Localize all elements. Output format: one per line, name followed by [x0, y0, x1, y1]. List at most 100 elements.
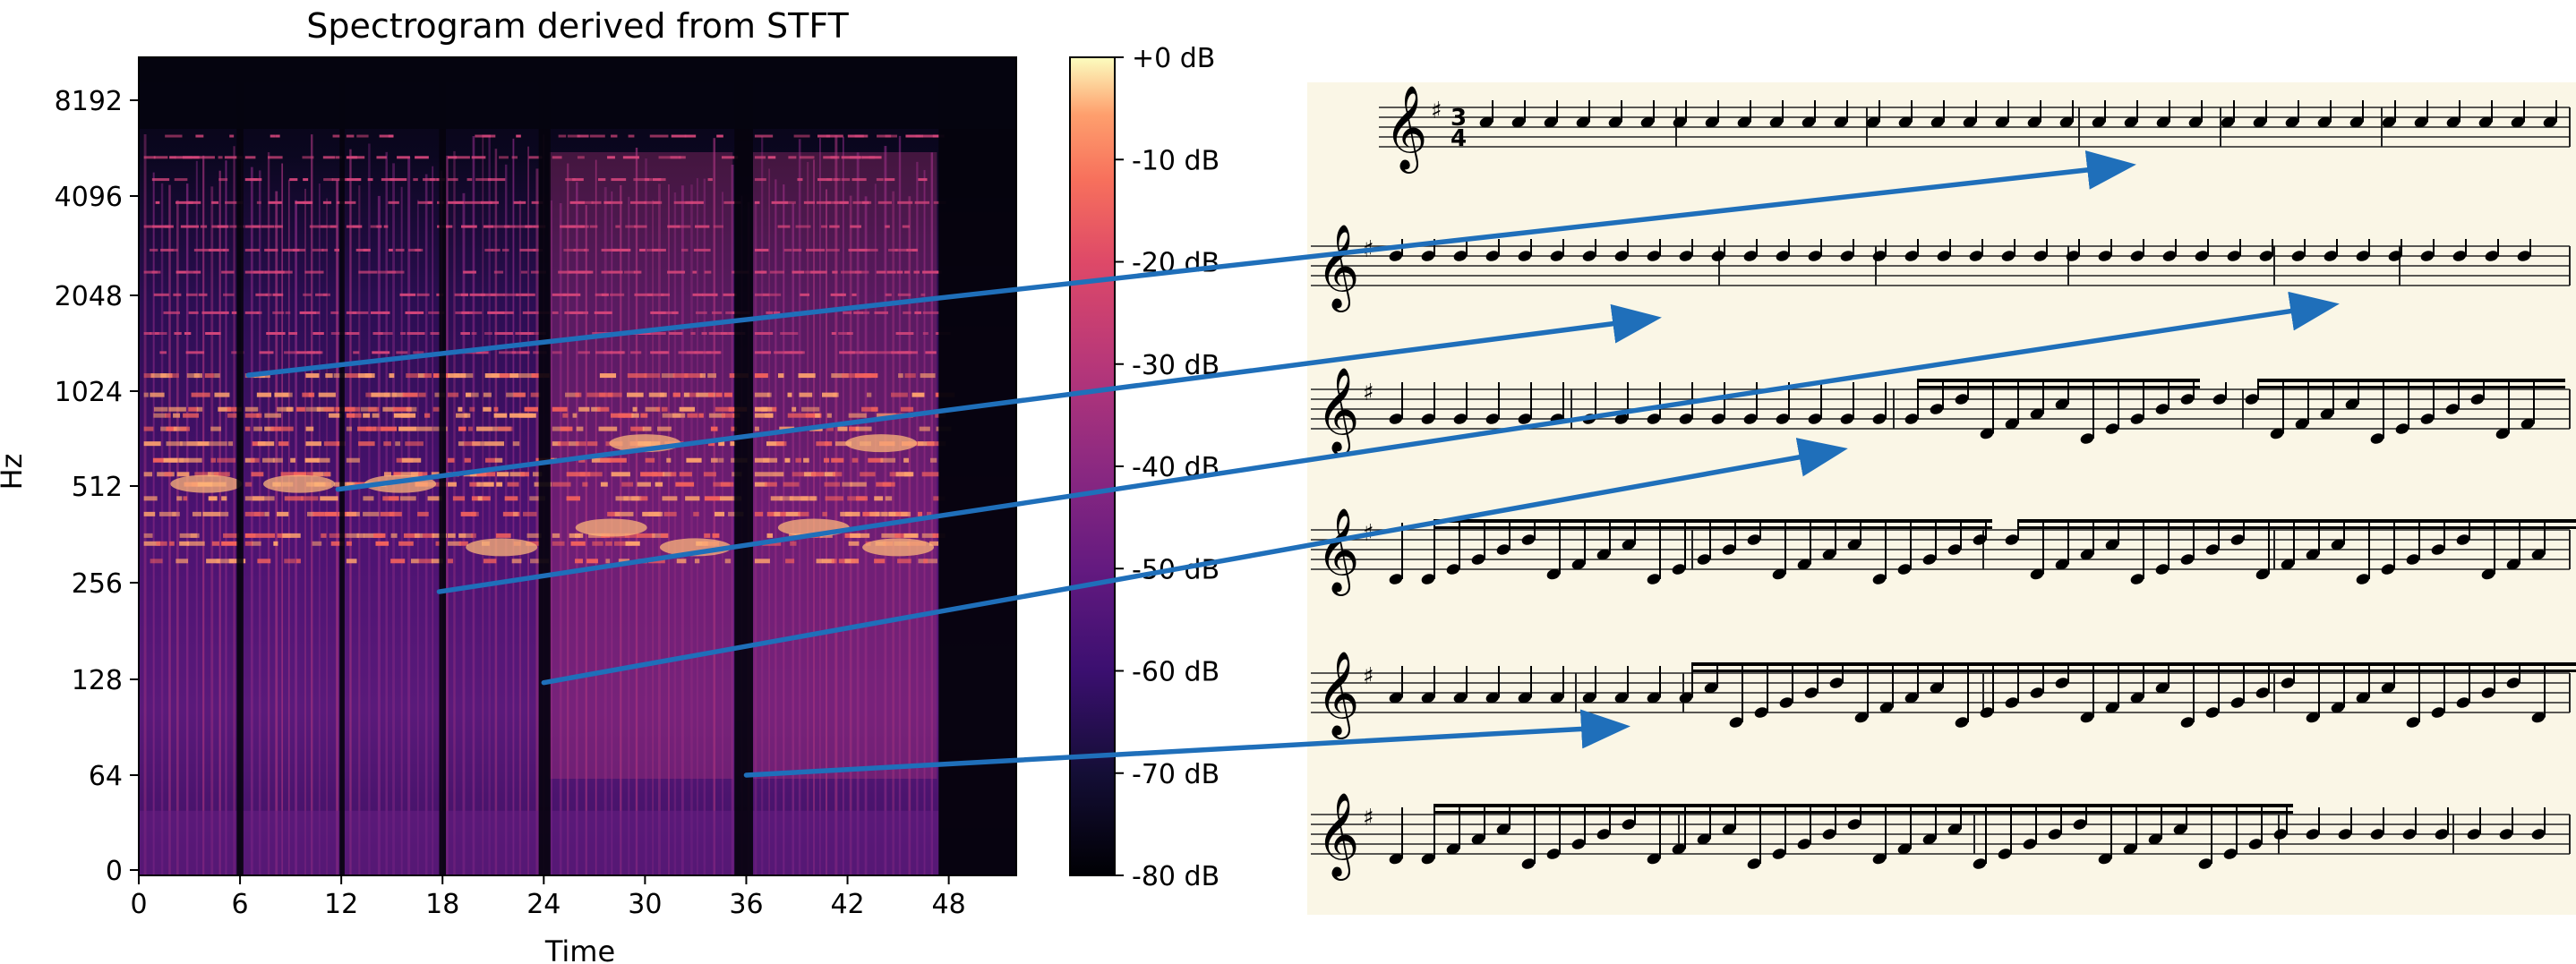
harmonic-dash [244, 156, 256, 159]
harmonic-dash [490, 293, 505, 296]
harmonic-dash [410, 559, 419, 564]
harmonic-dash [922, 311, 939, 314]
harmonic-dash [557, 441, 570, 447]
note-beam [2135, 804, 2168, 807]
harmonic-dash [466, 178, 473, 182]
harmonic-dash [876, 270, 886, 274]
harmonic-dash [378, 270, 397, 274]
fundamental-blob [170, 474, 243, 493]
note-beam [2544, 662, 2576, 666]
harmonic-dash [388, 200, 399, 204]
note-beam [2035, 804, 2067, 807]
note-head [1614, 251, 1629, 261]
harmonic-dash [264, 511, 270, 516]
harmonic-dash [904, 373, 916, 379]
harmonic-dash [257, 559, 271, 564]
note-head [2452, 251, 2467, 261]
harmonic-dash [371, 311, 389, 314]
harmonic-dash [589, 225, 598, 228]
harmonic-dash [455, 413, 467, 418]
note-beam [1709, 804, 1742, 807]
onset-striation [892, 191, 895, 875]
note-head [2223, 849, 2238, 859]
note-beam [1885, 519, 1917, 523]
harmonic-dash [318, 392, 336, 397]
harmonic-dash [484, 248, 493, 252]
harmonic-dash [715, 392, 723, 397]
harmonic-dash [262, 457, 275, 463]
note-head [1673, 116, 1687, 128]
note-beam [2443, 519, 2476, 523]
note-beam [1684, 519, 1716, 523]
harmonic-dash [458, 541, 468, 546]
harmonic-dash [856, 533, 870, 538]
harmonic-dash [227, 441, 234, 447]
harmonic-dash [610, 293, 625, 296]
note-beam [1784, 526, 1817, 529]
harmonic-dash [754, 178, 766, 182]
note-head [1389, 692, 1403, 704]
harmonic-dash [390, 533, 398, 538]
harmonic-dash [494, 457, 503, 463]
harmonic-dash [329, 533, 347, 538]
harmonic-dash [897, 200, 913, 204]
note-beam [1716, 670, 1749, 672]
harmonic-dash [346, 373, 360, 379]
harmonic-dash [897, 351, 912, 354]
harmonic-dash [185, 270, 193, 274]
harmonic-dash [649, 134, 669, 138]
harmonic-dash [885, 225, 890, 228]
harmonic-dash [848, 248, 868, 252]
note-beam [1917, 662, 1949, 666]
harmonic-dash [432, 406, 441, 412]
harmonic-dash [855, 426, 872, 431]
harmonic-dash [169, 541, 175, 546]
harmonic-dash [524, 406, 538, 412]
harmonic-dash [532, 472, 543, 477]
note-beam [2143, 662, 2175, 666]
note-beam [1860, 526, 1892, 529]
note-head [2173, 823, 2187, 835]
harmonic-dash [379, 332, 393, 336]
harmonic-dash [921, 134, 941, 138]
onset-striation [160, 183, 164, 875]
harmonic-dash [622, 156, 639, 159]
harmonic-dash [250, 457, 260, 463]
harmonic-dash [552, 156, 562, 159]
harmonic-dash [822, 511, 827, 516]
harmonic-dash [618, 559, 630, 564]
harmonic-dash [530, 392, 541, 397]
note-head [1647, 692, 1661, 704]
note-beam [1967, 386, 1999, 388]
note-beam [2118, 386, 2150, 388]
harmonic-dash [272, 457, 283, 463]
harmonic-dash [355, 178, 362, 182]
harmonic-dash [854, 134, 869, 138]
note-beam [2236, 811, 2268, 814]
harmonic-dash [853, 311, 863, 314]
note-head [1922, 554, 1937, 565]
note-beam [1935, 519, 1967, 523]
note-head [2205, 544, 2220, 555]
harmonic-dash [695, 311, 707, 314]
harmonic-dash [667, 270, 686, 274]
harmonic-dash [191, 392, 210, 397]
note-beam [1810, 526, 1842, 529]
note-head [2281, 678, 2295, 688]
note-beam [1659, 804, 1691, 807]
note-beam [2458, 379, 2490, 382]
harmonic-dash [312, 248, 324, 252]
harmonic-dash [902, 225, 910, 228]
note-beam [2060, 804, 2092, 807]
harmonic-dash [224, 156, 244, 159]
harmonic-dash [694, 351, 712, 354]
harmonic-dash [179, 457, 189, 463]
harmonic-dash [143, 392, 149, 397]
note-beam [1634, 804, 1666, 807]
harmonic-dash [320, 496, 338, 501]
harmonic-dash [660, 533, 669, 538]
note-head [2467, 829, 2481, 840]
harmonic-dash [569, 533, 581, 538]
harmonic-dash [601, 270, 609, 274]
harmonic-dash [638, 332, 651, 336]
